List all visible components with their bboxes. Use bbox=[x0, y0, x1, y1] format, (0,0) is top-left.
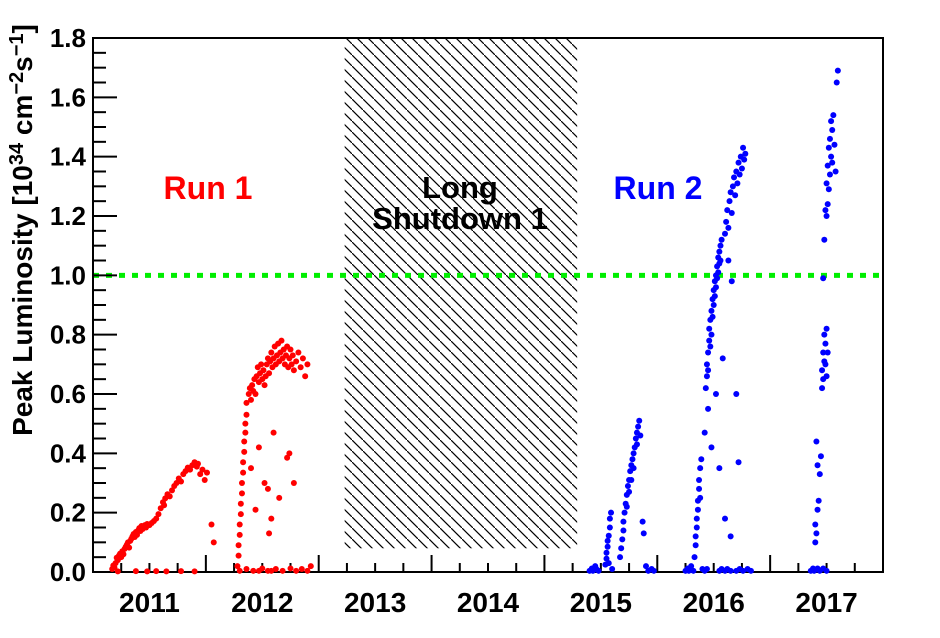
svg-text:1.6: 1.6 bbox=[50, 82, 86, 112]
svg-text:0.6: 0.6 bbox=[50, 379, 86, 409]
svg-text:1.2: 1.2 bbox=[50, 201, 86, 231]
svg-text:2011: 2011 bbox=[119, 587, 180, 618]
data-points bbox=[109, 67, 841, 575]
svg-text:0.4: 0.4 bbox=[50, 438, 87, 468]
region-labels: Run 1 Run 2 Long Shutdown 1 bbox=[164, 170, 703, 236]
svg-text:2014: 2014 bbox=[457, 587, 520, 618]
svg-text:2015: 2015 bbox=[570, 587, 632, 618]
shutdown-label-line2: Shutdown 1 bbox=[372, 201, 548, 236]
svg-text:2013: 2013 bbox=[344, 587, 406, 618]
y-axis-title: Peak Luminosity [1034 cm−2s−1] bbox=[6, 24, 38, 436]
svg-text:0.0: 0.0 bbox=[50, 557, 86, 587]
shutdown-label-line1: Long bbox=[422, 170, 498, 205]
svg-text:2017: 2017 bbox=[795, 587, 857, 618]
run1-label: Run 1 bbox=[164, 170, 253, 206]
svg-text:0.2: 0.2 bbox=[50, 498, 86, 528]
long-shutdown-hatch-region bbox=[344, 38, 578, 549]
svg-text:1.8: 1.8 bbox=[50, 23, 86, 53]
svg-text:1.0: 1.0 bbox=[50, 260, 86, 290]
svg-text:2012: 2012 bbox=[231, 587, 293, 618]
svg-text:0.8: 0.8 bbox=[50, 320, 86, 350]
svg-text:1.4: 1.4 bbox=[50, 142, 87, 172]
run2-label: Run 2 bbox=[614, 170, 703, 206]
axes-and-ticks: 0.0 0.2 0.4 0.6 0.8 1.0 1.2 1.4 1.6 1.8 2011 2012 20… bbox=[50, 23, 884, 618]
svg-text:2016: 2016 bbox=[683, 587, 745, 618]
